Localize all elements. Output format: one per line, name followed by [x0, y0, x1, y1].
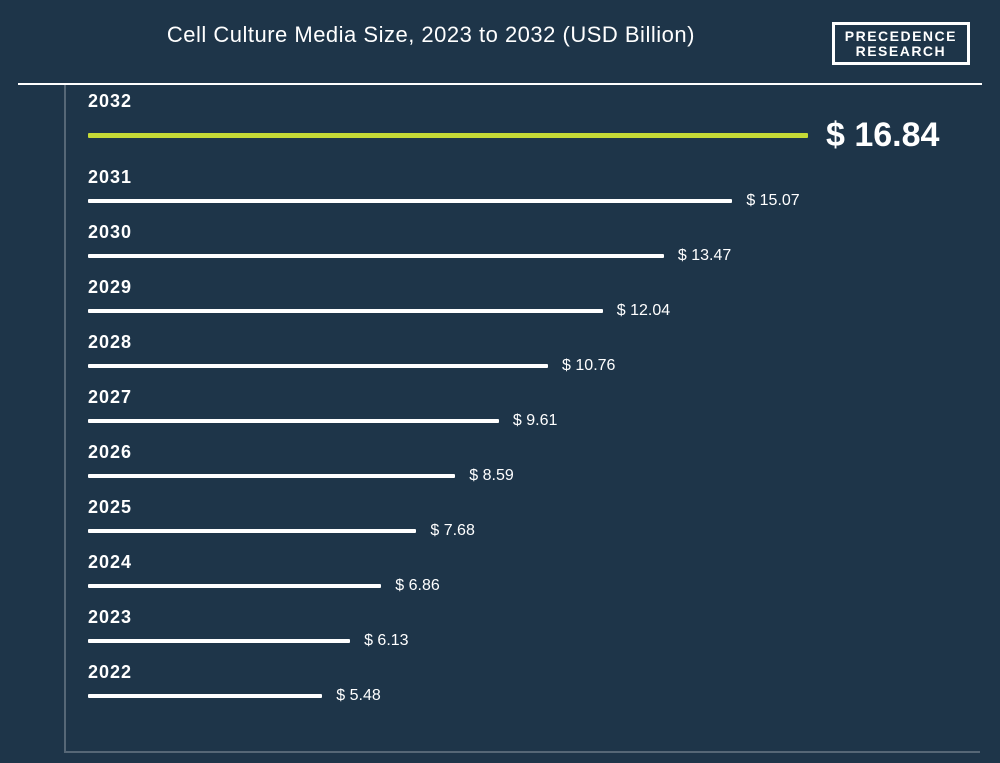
bar-wrap: $ 15.07	[88, 192, 980, 210]
bar-wrap: $ 6.86	[88, 577, 980, 595]
bar	[88, 584, 381, 588]
year-label: 2025	[88, 497, 980, 518]
header: Cell Culture Media Size, 2023 to 2032 (U…	[0, 0, 1000, 65]
value-label: $ 8.59	[469, 467, 513, 485]
bar-wrap: $ 5.48	[88, 687, 980, 705]
bar-row: 2029 $ 12.04	[88, 277, 980, 320]
bar	[88, 133, 808, 138]
bar-row: 2023 $ 6.13	[88, 607, 980, 650]
bar-row: 2027 $ 9.61	[88, 387, 980, 430]
year-label: 2031	[88, 167, 980, 188]
year-label: 2024	[88, 552, 980, 573]
bar-row: 2026 $ 8.59	[88, 442, 980, 485]
year-label: 2022	[88, 662, 980, 683]
year-label: 2029	[88, 277, 980, 298]
chart-title: Cell Culture Media Size, 2023 to 2032 (U…	[30, 22, 832, 48]
year-label: 2030	[88, 222, 980, 243]
bar	[88, 199, 732, 203]
value-label: $ 10.76	[562, 357, 615, 375]
value-label: $ 9.61	[513, 412, 557, 430]
bar	[88, 529, 416, 533]
value-label: $ 7.68	[430, 522, 474, 540]
bar-chart: 2032 $ 16.84 2031 $ 15.07 2030 $ 13.47 2029 $ 1…	[64, 85, 980, 753]
year-label: 2026	[88, 442, 980, 463]
value-label: $ 5.48	[336, 687, 380, 705]
bar	[88, 639, 350, 643]
value-label: $ 15.07	[746, 192, 799, 210]
bar-row: 2031 $ 15.07	[88, 167, 980, 210]
logo-line1: PRECEDENCE	[845, 29, 957, 44]
bar-wrap: $ 9.61	[88, 412, 980, 430]
bar-wrap: $ 16.84	[88, 116, 980, 155]
bar	[88, 474, 455, 478]
bar-row: 2022 $ 5.48	[88, 662, 980, 705]
value-label: $ 12.04	[617, 302, 670, 320]
bar-wrap: $ 7.68	[88, 522, 980, 540]
logo-line2: RESEARCH	[845, 44, 957, 59]
bar	[88, 309, 603, 313]
value-label: $ 13.47	[678, 247, 731, 265]
bar-row: 2032 $ 16.84	[88, 91, 980, 155]
bar	[88, 419, 499, 423]
bar-wrap: $ 6.13	[88, 632, 980, 650]
bar-row: 2030 $ 13.47	[88, 222, 980, 265]
bar-wrap: $ 13.47	[88, 247, 980, 265]
bar	[88, 254, 664, 258]
bar	[88, 694, 322, 698]
year-label: 2027	[88, 387, 980, 408]
value-label: $ 6.13	[364, 632, 408, 650]
bar	[88, 364, 548, 368]
bar-row: 2024 $ 6.86	[88, 552, 980, 595]
year-label: 2032	[88, 91, 980, 112]
brand-logo: PRECEDENCE RESEARCH	[832, 22, 970, 65]
value-label: $ 16.84	[826, 116, 939, 155]
bar-row: 2028 $ 10.76	[88, 332, 980, 375]
bar-wrap: $ 8.59	[88, 467, 980, 485]
bar-row: 2025 $ 7.68	[88, 497, 980, 540]
value-label: $ 6.86	[395, 577, 439, 595]
bar-wrap: $ 10.76	[88, 357, 980, 375]
year-label: 2023	[88, 607, 980, 628]
bar-wrap: $ 12.04	[88, 302, 980, 320]
year-label: 2028	[88, 332, 980, 353]
